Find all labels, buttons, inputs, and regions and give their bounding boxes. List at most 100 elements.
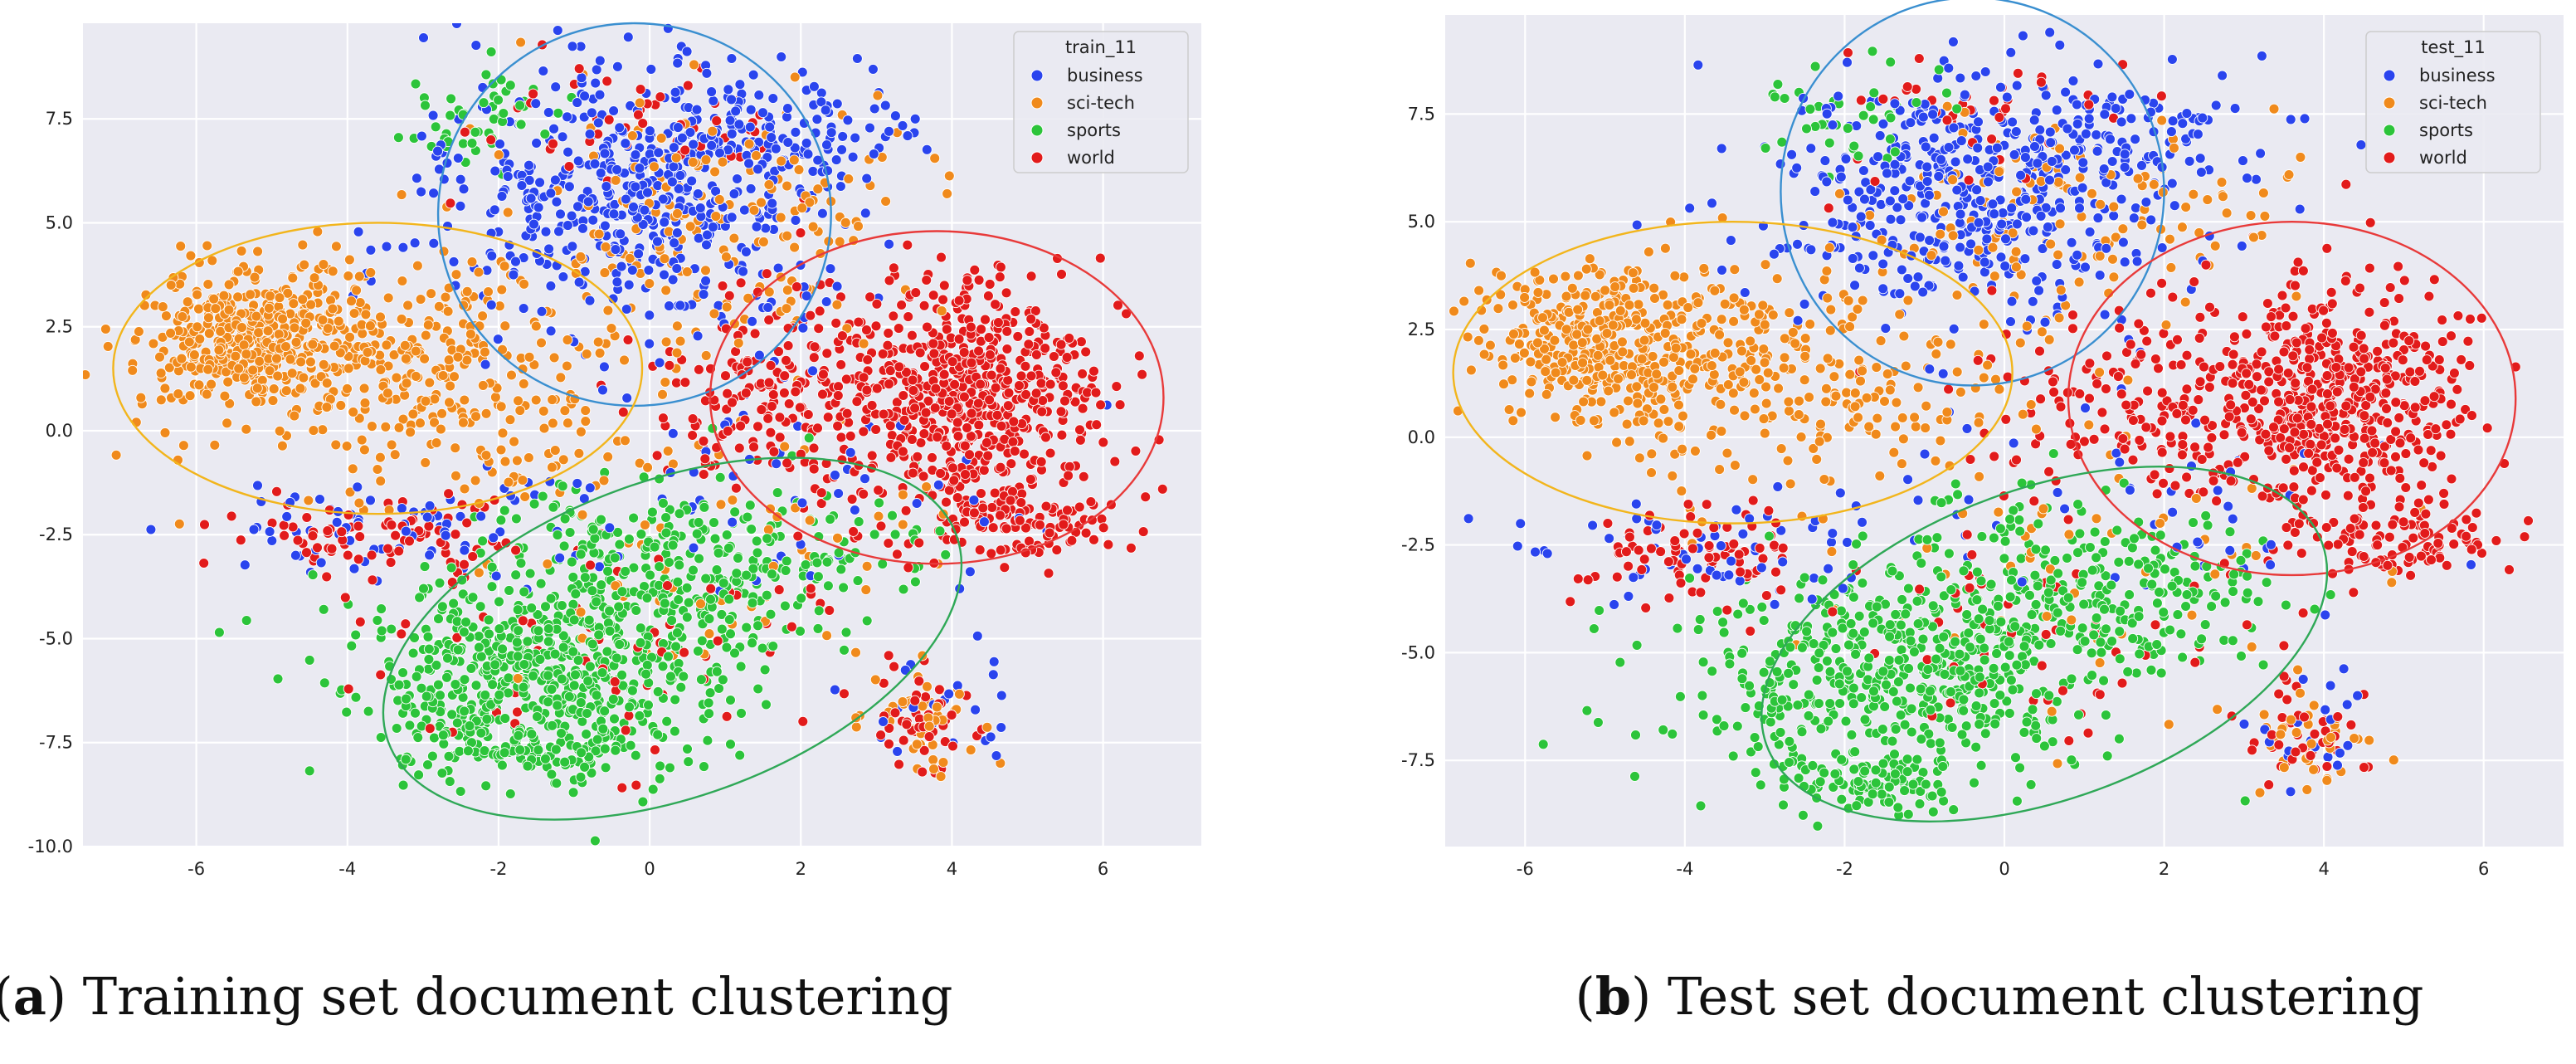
point-business [790, 214, 801, 226]
point-world [1109, 456, 1121, 467]
point-sci-tech [519, 491, 531, 502]
point-sci-tech [1875, 335, 1887, 347]
point-sci-tech [213, 344, 225, 356]
point-world [385, 557, 397, 569]
point-world [1094, 252, 1106, 264]
point-business [477, 81, 489, 93]
point-sci-tech [1804, 319, 1816, 330]
legend-label-business: business [1067, 66, 1143, 85]
point-business [488, 532, 499, 544]
point-business [563, 181, 575, 193]
point-business [633, 248, 645, 260]
point-business [764, 121, 776, 133]
point-sci-tech [429, 393, 441, 405]
point-sci-tech [514, 405, 526, 417]
point-world [980, 314, 991, 325]
point-business [2005, 46, 2017, 58]
point-business [988, 656, 1000, 667]
point-sci-tech [1910, 421, 1921, 432]
point-sports [570, 669, 581, 681]
point-world [947, 740, 958, 752]
point-sports [683, 756, 694, 768]
point-sci-tech [530, 320, 542, 332]
point-world [1030, 305, 1041, 317]
point-world [808, 463, 820, 475]
point-business [790, 126, 801, 138]
point-business [586, 107, 597, 119]
point-sci-tech [936, 305, 947, 317]
point-world [918, 744, 930, 756]
point-world [999, 562, 1010, 573]
point-sci-tech [528, 359, 540, 370]
point-sci-tech [911, 739, 923, 750]
point-sci-tech [263, 302, 275, 314]
point-business [562, 111, 573, 123]
point-world [740, 388, 752, 398]
point-sports [674, 559, 685, 571]
point-sports [747, 563, 759, 574]
point-sci-tech [721, 301, 733, 313]
point-world [839, 688, 850, 700]
point-world [996, 420, 1007, 432]
point-sports [2124, 589, 2135, 601]
legend-title: train_11 [1065, 37, 1137, 58]
point-business [597, 384, 608, 396]
point-world [404, 535, 415, 547]
point-sci-tech [2188, 188, 2199, 200]
point-sports [852, 575, 864, 587]
point-business [668, 142, 679, 154]
point-business [480, 359, 491, 370]
point-world [2445, 428, 2457, 440]
point-sports [522, 760, 533, 772]
point-business [816, 207, 828, 219]
point-business [902, 130, 913, 142]
point-world [928, 348, 940, 359]
point-sports [825, 514, 836, 525]
point-sci-tech [921, 481, 933, 492]
point-business [572, 201, 583, 212]
point-world [923, 395, 934, 407]
point-world [888, 310, 899, 322]
point-world [2281, 453, 2292, 465]
point-sports [628, 512, 640, 524]
point-world [889, 661, 900, 672]
point-sports [741, 622, 752, 633]
point-sci-tech [173, 518, 185, 530]
point-world [973, 345, 985, 357]
point-business [652, 236, 663, 247]
point-sports [498, 108, 509, 119]
point-world [877, 348, 889, 359]
point-world [301, 512, 313, 523]
point-world [933, 684, 945, 696]
point-sports [705, 593, 716, 605]
point-sports [803, 432, 815, 444]
point-sci-tech [687, 156, 699, 168]
point-sci-tech [509, 436, 520, 447]
point-world [1137, 526, 1149, 538]
point-sci-tech [575, 251, 587, 262]
point-business [807, 165, 819, 177]
point-sports [657, 497, 669, 509]
point-world [896, 300, 908, 310]
point-sci-tech [513, 395, 523, 407]
point-sci-tech [1595, 396, 1607, 408]
point-world [321, 571, 333, 583]
point-world [795, 448, 806, 460]
point-sports [376, 603, 387, 615]
point-sci-tech [155, 368, 167, 379]
point-sci-tech [391, 372, 402, 383]
point-world [812, 422, 823, 434]
point-sports [1902, 754, 1913, 765]
point-sci-tech [495, 444, 507, 456]
point-sci-tech [365, 266, 377, 278]
point-business [727, 516, 738, 528]
point-world [976, 488, 986, 499]
point-world [650, 744, 660, 755]
point-sports [496, 759, 508, 771]
point-business [543, 243, 555, 255]
point-sci-tech [2094, 367, 2106, 378]
point-sports [714, 471, 726, 483]
point-business [573, 276, 585, 288]
point-sports [404, 720, 416, 731]
point-sci-tech [230, 350, 241, 362]
